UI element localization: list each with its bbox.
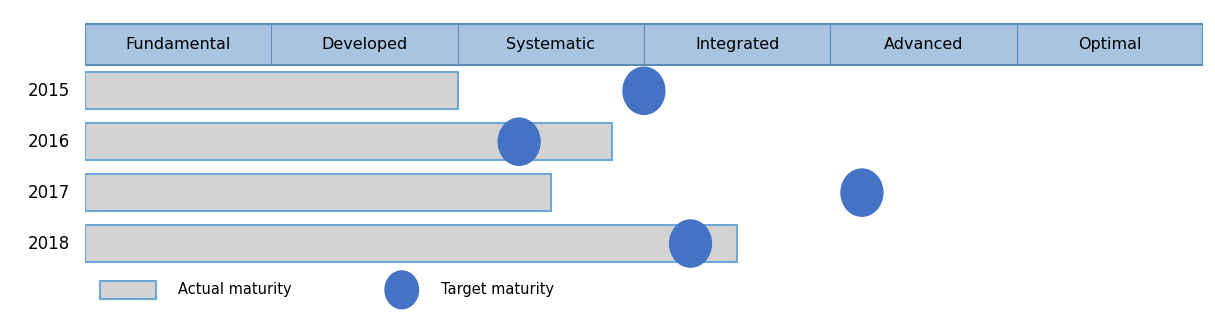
FancyBboxPatch shape	[85, 174, 550, 211]
Text: Systematic: Systematic	[507, 37, 595, 52]
Text: Developed: Developed	[322, 37, 407, 52]
Text: Integrated: Integrated	[695, 37, 779, 52]
FancyBboxPatch shape	[85, 123, 612, 160]
FancyBboxPatch shape	[85, 73, 458, 109]
Text: Actual maturity: Actual maturity	[179, 282, 292, 297]
FancyBboxPatch shape	[85, 225, 738, 262]
Ellipse shape	[385, 271, 418, 309]
Text: 2018: 2018	[28, 234, 70, 252]
Text: Fundamental: Fundamental	[125, 37, 231, 52]
Ellipse shape	[841, 169, 883, 216]
Text: 2016: 2016	[28, 133, 70, 151]
Ellipse shape	[669, 220, 712, 267]
Text: Advanced: Advanced	[883, 37, 963, 52]
Text: Optimal: Optimal	[1078, 37, 1141, 52]
Text: 2015: 2015	[28, 82, 70, 100]
Ellipse shape	[498, 118, 539, 165]
FancyBboxPatch shape	[100, 281, 156, 299]
Text: 2017: 2017	[28, 184, 70, 202]
Ellipse shape	[623, 67, 665, 114]
FancyBboxPatch shape	[85, 24, 1203, 65]
Text: Target maturity: Target maturity	[441, 282, 554, 297]
